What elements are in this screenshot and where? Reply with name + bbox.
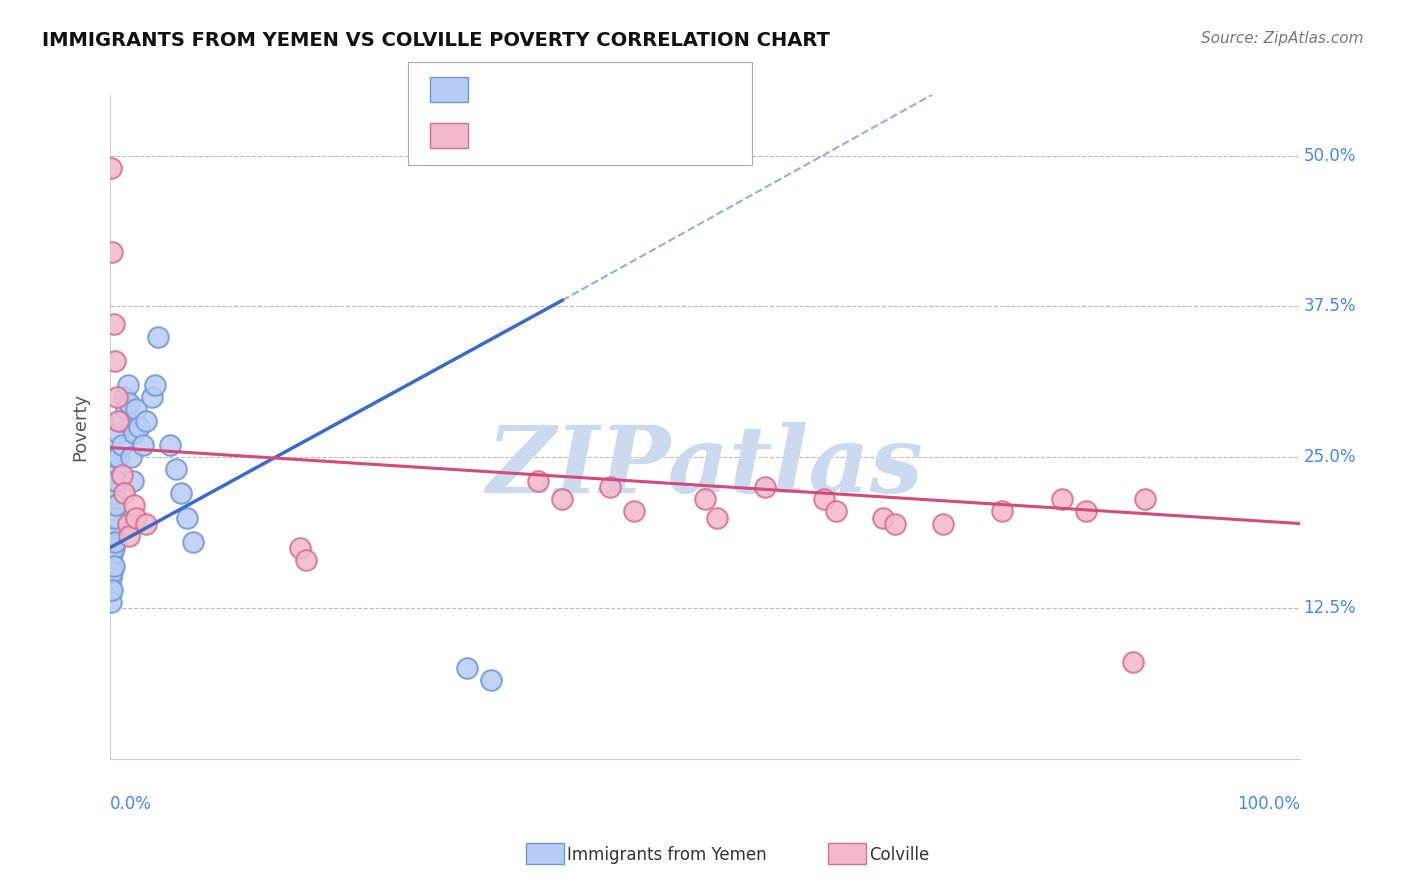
Point bbox=[183, 534, 205, 549]
Point bbox=[122, 499, 145, 513]
Point bbox=[114, 401, 136, 416]
Point bbox=[456, 661, 478, 675]
Point bbox=[100, 534, 122, 549]
Point bbox=[100, 547, 122, 561]
Point bbox=[101, 547, 124, 561]
Text: Colville: Colville bbox=[869, 846, 929, 863]
Point bbox=[121, 450, 143, 465]
Point bbox=[551, 492, 574, 507]
Point bbox=[623, 504, 645, 518]
Point bbox=[104, 486, 127, 500]
Point bbox=[105, 499, 128, 513]
Point bbox=[125, 401, 148, 416]
Point bbox=[111, 438, 134, 452]
Point bbox=[117, 377, 139, 392]
Point bbox=[121, 475, 143, 489]
Point bbox=[105, 390, 128, 404]
Point bbox=[146, 329, 169, 343]
Text: 0.0%: 0.0% bbox=[110, 796, 152, 814]
Point bbox=[1135, 492, 1157, 507]
Point bbox=[135, 516, 157, 531]
Text: IMMIGRANTS FROM YEMEN VS COLVILLE POVERTY CORRELATION CHART: IMMIGRANTS FROM YEMEN VS COLVILLE POVERT… bbox=[42, 31, 830, 50]
Point bbox=[112, 390, 135, 404]
Point bbox=[290, 541, 312, 555]
Point bbox=[1050, 492, 1073, 507]
Point bbox=[991, 504, 1014, 518]
Point bbox=[100, 582, 122, 597]
Point bbox=[128, 420, 150, 434]
Point bbox=[103, 541, 125, 555]
Point bbox=[107, 450, 129, 465]
Text: R = 0.364: R = 0.364 bbox=[479, 80, 569, 98]
Point bbox=[141, 390, 163, 404]
Point bbox=[479, 673, 502, 688]
Point bbox=[599, 480, 621, 494]
Point bbox=[100, 595, 122, 609]
Point bbox=[104, 534, 127, 549]
Point bbox=[825, 504, 848, 518]
Point bbox=[101, 486, 124, 500]
Point bbox=[101, 510, 124, 524]
Y-axis label: Poverty: Poverty bbox=[72, 393, 89, 461]
Point bbox=[165, 462, 187, 476]
Point bbox=[103, 475, 125, 489]
Point bbox=[706, 510, 728, 524]
Point bbox=[103, 558, 125, 573]
Point bbox=[103, 318, 125, 332]
Point bbox=[105, 450, 128, 465]
Point bbox=[112, 486, 135, 500]
Point bbox=[872, 510, 894, 524]
Point bbox=[132, 438, 155, 452]
Point bbox=[884, 516, 907, 531]
Point bbox=[111, 468, 134, 483]
Text: 50.0%: 50.0% bbox=[1303, 146, 1355, 165]
Point bbox=[100, 510, 122, 524]
Point bbox=[295, 553, 318, 567]
Text: Immigrants from Yemen: Immigrants from Yemen bbox=[567, 846, 766, 863]
Point bbox=[104, 353, 127, 368]
Point bbox=[159, 438, 181, 452]
Point bbox=[101, 565, 124, 579]
Point bbox=[103, 516, 125, 531]
Point bbox=[100, 571, 122, 585]
Point bbox=[693, 492, 716, 507]
Point bbox=[100, 161, 122, 175]
Point bbox=[118, 528, 141, 542]
Point bbox=[170, 486, 193, 500]
Point bbox=[107, 425, 129, 440]
Point bbox=[100, 558, 122, 573]
Text: 100.0%: 100.0% bbox=[1237, 796, 1301, 814]
Text: R = -0.125: R = -0.125 bbox=[479, 127, 576, 145]
Point bbox=[932, 516, 955, 531]
Text: 25.0%: 25.0% bbox=[1303, 448, 1355, 467]
Point bbox=[143, 377, 166, 392]
Point bbox=[135, 414, 157, 428]
Text: 12.5%: 12.5% bbox=[1303, 599, 1357, 617]
Text: Source: ZipAtlas.com: Source: ZipAtlas.com bbox=[1201, 31, 1364, 46]
Point bbox=[125, 510, 148, 524]
Point bbox=[527, 475, 550, 489]
Point bbox=[100, 523, 122, 537]
Point bbox=[117, 516, 139, 531]
Point bbox=[103, 499, 125, 513]
Point bbox=[1122, 655, 1144, 669]
Point bbox=[813, 492, 835, 507]
Point bbox=[111, 414, 134, 428]
Point bbox=[101, 582, 124, 597]
Point bbox=[118, 396, 141, 410]
Point bbox=[101, 528, 124, 542]
Text: N = 51: N = 51 bbox=[626, 80, 693, 98]
Text: 37.5%: 37.5% bbox=[1303, 297, 1355, 316]
Point bbox=[1074, 504, 1097, 518]
Point bbox=[107, 414, 129, 428]
Point bbox=[176, 510, 198, 524]
Text: ZIPatlas: ZIPatlas bbox=[486, 422, 924, 512]
Point bbox=[105, 475, 128, 489]
Point bbox=[754, 480, 776, 494]
Point bbox=[122, 425, 145, 440]
Point bbox=[101, 245, 124, 260]
Text: N = 32: N = 32 bbox=[626, 127, 693, 145]
Point bbox=[104, 462, 127, 476]
Point bbox=[104, 510, 127, 524]
